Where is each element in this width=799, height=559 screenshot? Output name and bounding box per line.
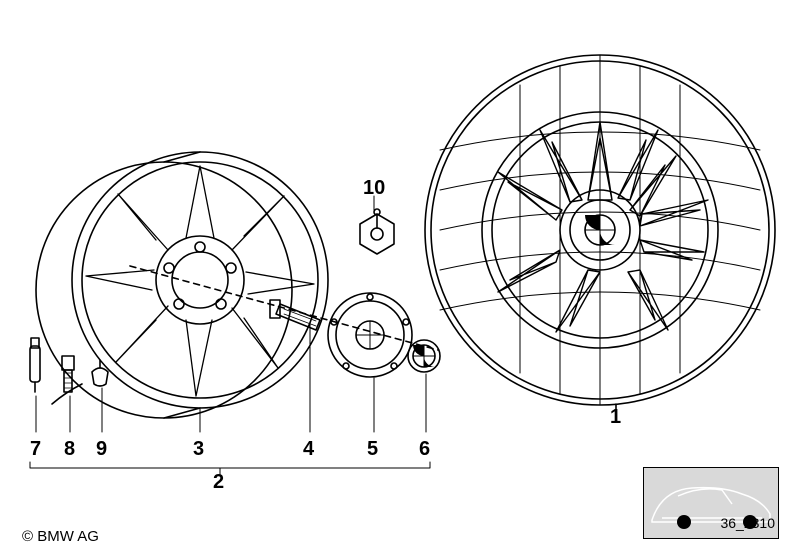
callout-2: 2 bbox=[213, 471, 224, 494]
reference-number: 36_2310 bbox=[720, 515, 775, 531]
hub-cap bbox=[328, 293, 412, 377]
callout-9: 9 bbox=[96, 438, 107, 461]
callout-6: 6 bbox=[419, 438, 430, 461]
rim-exploded bbox=[36, 152, 328, 418]
copyright: © BMW AG bbox=[22, 528, 99, 545]
callout-3: 3 bbox=[193, 438, 204, 461]
lug-nut bbox=[360, 209, 394, 254]
callout-10: 10 bbox=[363, 177, 385, 200]
callout-5: 5 bbox=[367, 438, 378, 461]
valve bbox=[30, 338, 40, 392]
diagram-stage: 1 2 3 4 5 6 7 8 9 10 36_2310 © BMW AG bbox=[0, 0, 799, 559]
bolt-small bbox=[52, 356, 82, 404]
wheel-assembly bbox=[425, 55, 775, 405]
callout-8: 8 bbox=[64, 438, 75, 461]
emblem bbox=[408, 340, 440, 372]
callout-7: 7 bbox=[30, 438, 41, 461]
callout-4: 4 bbox=[303, 438, 314, 461]
balance-weight bbox=[92, 360, 108, 386]
callout-1: 1 bbox=[610, 406, 621, 429]
